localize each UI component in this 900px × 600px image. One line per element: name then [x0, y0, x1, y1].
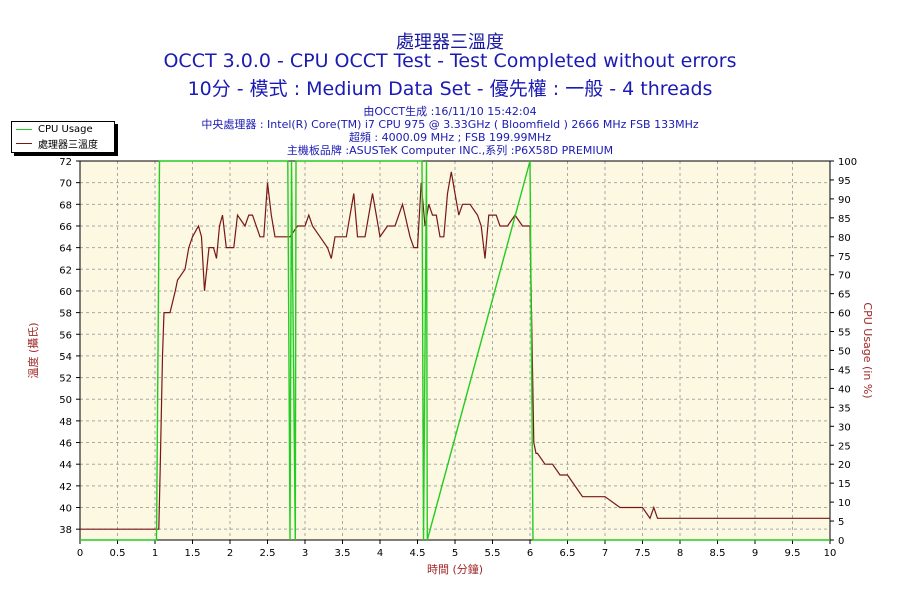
- y-right-tick-label: 10: [838, 498, 851, 509]
- x-tick-label: 6: [527, 548, 533, 559]
- chart-title-cn: 處理器三溫度: [396, 32, 504, 53]
- y-right-tick-label: 100: [838, 157, 857, 168]
- x-tick-label: 7.5: [635, 548, 651, 559]
- x-tick-label: 8.5: [710, 548, 726, 559]
- legend-swatch-cpu-usage: [16, 128, 32, 130]
- legend-item-cpu-usage: CPU Usage: [12, 122, 114, 136]
- y-left-tick-label: 70: [59, 179, 72, 190]
- x-tick-label: 5.5: [485, 548, 501, 559]
- y-left-tick-label: 48: [59, 417, 72, 428]
- y-right-tick-label: 5: [838, 517, 844, 528]
- x-tick-label: 0: [77, 548, 83, 559]
- plot-area: [80, 161, 830, 540]
- y-right-tick-label: 15: [838, 479, 851, 490]
- x-tick-label: 1.5: [185, 548, 201, 559]
- y-right-tick-label: 55: [838, 328, 851, 339]
- x-tick-label: 4.5: [410, 548, 426, 559]
- y-left-tick-label: 40: [59, 504, 72, 515]
- y-right-tick-label: 95: [838, 176, 851, 187]
- y-right-tick-label: 25: [838, 441, 851, 452]
- x-tick-label: 3.5: [335, 548, 351, 559]
- y-right-tick-label: 30: [838, 422, 851, 433]
- y-left-tick-label: 52: [59, 374, 72, 385]
- y-right-tick-label: 45: [838, 365, 851, 376]
- x-tick-label: 9: [752, 548, 758, 559]
- series-line-cpu-usage: [80, 160, 830, 541]
- chart-title: OCCT 3.0.0 - CPU OCCT Test - Test Comple…: [163, 50, 737, 72]
- y-right-tick-label: 70: [838, 271, 851, 282]
- x-tick-label: 6.5: [560, 548, 576, 559]
- y-left-axis-label: 溫度 (攝氏): [26, 322, 40, 378]
- info-motherboard: 主機板品牌 :ASUSTeK Computer INC.,系列 :P6X58D …: [286, 144, 614, 157]
- y-right-tick-label: 80: [838, 233, 851, 244]
- info-generated: 由OCCT生成 :16/11/10 15:42:04: [363, 105, 537, 118]
- x-tick-label: 0.5: [110, 548, 126, 559]
- y-right-tick-label: 85: [838, 214, 851, 225]
- x-tick-label: 8: [677, 548, 683, 559]
- y-left-tick-label: 68: [59, 200, 72, 211]
- y-left-tick-label: 64: [59, 244, 72, 255]
- x-tick-label: 7: [602, 548, 608, 559]
- y-left-tick-label: 66: [59, 222, 72, 233]
- x-tick-label: 5: [452, 548, 458, 559]
- y-right-tick-label: 75: [838, 252, 851, 263]
- series-line-temperature: [80, 171, 830, 530]
- y-right-tick-label: 35: [838, 403, 851, 414]
- y-left-tick-label: 44: [59, 460, 72, 471]
- info-cpu: 中央處理器 : Intel(R) Core(TM) i7 CPU 975 @ 3…: [201, 118, 699, 131]
- y-left-tick-label: 58: [59, 309, 72, 320]
- x-axis-label: 時間 (分鐘): [427, 562, 483, 576]
- info-overclock: 超頻 : 4000.09 MHz ; FSB 199.99MHz: [348, 131, 552, 144]
- y-left-tick-label: 56: [59, 330, 72, 341]
- y-left-tick-label: 60: [59, 287, 72, 298]
- x-tick-label: 1: [152, 548, 158, 559]
- legend-swatch-temperature: [16, 142, 32, 144]
- x-tick-label: 9.5: [785, 548, 801, 559]
- y-right-tick-label: 50: [838, 347, 851, 358]
- y-left-tick-label: 62: [59, 265, 72, 276]
- y-left-tick-label: 72: [59, 157, 72, 168]
- chart-subtitle: 10分 - 模式 : Medium Data Set - 優先權 : 一般 - …: [187, 78, 713, 100]
- y-right-tick-label: 65: [838, 290, 851, 301]
- legend-label-temperature: 處理器三溫度: [38, 139, 98, 151]
- legend-item-temperature: 處理器三溫度: [12, 136, 114, 151]
- legend-label-cpu-usage: CPU Usage: [38, 123, 93, 135]
- x-tick-label: 2: [227, 548, 233, 559]
- y-left-tick-label: 42: [59, 482, 72, 493]
- x-tick-label: 2.5: [260, 548, 276, 559]
- y-left-tick-label: 38: [59, 525, 72, 536]
- x-tick-label: 10: [824, 548, 837, 559]
- x-tick-label: 4: [377, 548, 383, 559]
- y-right-tick-label: 0: [838, 536, 844, 547]
- y-left-tick-label: 54: [59, 352, 72, 363]
- y-right-tick-label: 40: [838, 384, 851, 395]
- y-left-tick-label: 46: [59, 439, 72, 450]
- y-right-tick-label: 60: [838, 309, 851, 320]
- y-right-axis-label: CPU Usage (in %): [861, 302, 874, 398]
- y-right-tick-label: 90: [838, 195, 851, 206]
- plot-frame: [79, 160, 831, 541]
- y-left-tick-label: 50: [59, 395, 72, 406]
- y-right-tick-label: 20: [838, 460, 851, 471]
- chart-legend: CPU Usage 處理器三溫度: [11, 121, 115, 153]
- x-tick-label: 3: [302, 548, 308, 559]
